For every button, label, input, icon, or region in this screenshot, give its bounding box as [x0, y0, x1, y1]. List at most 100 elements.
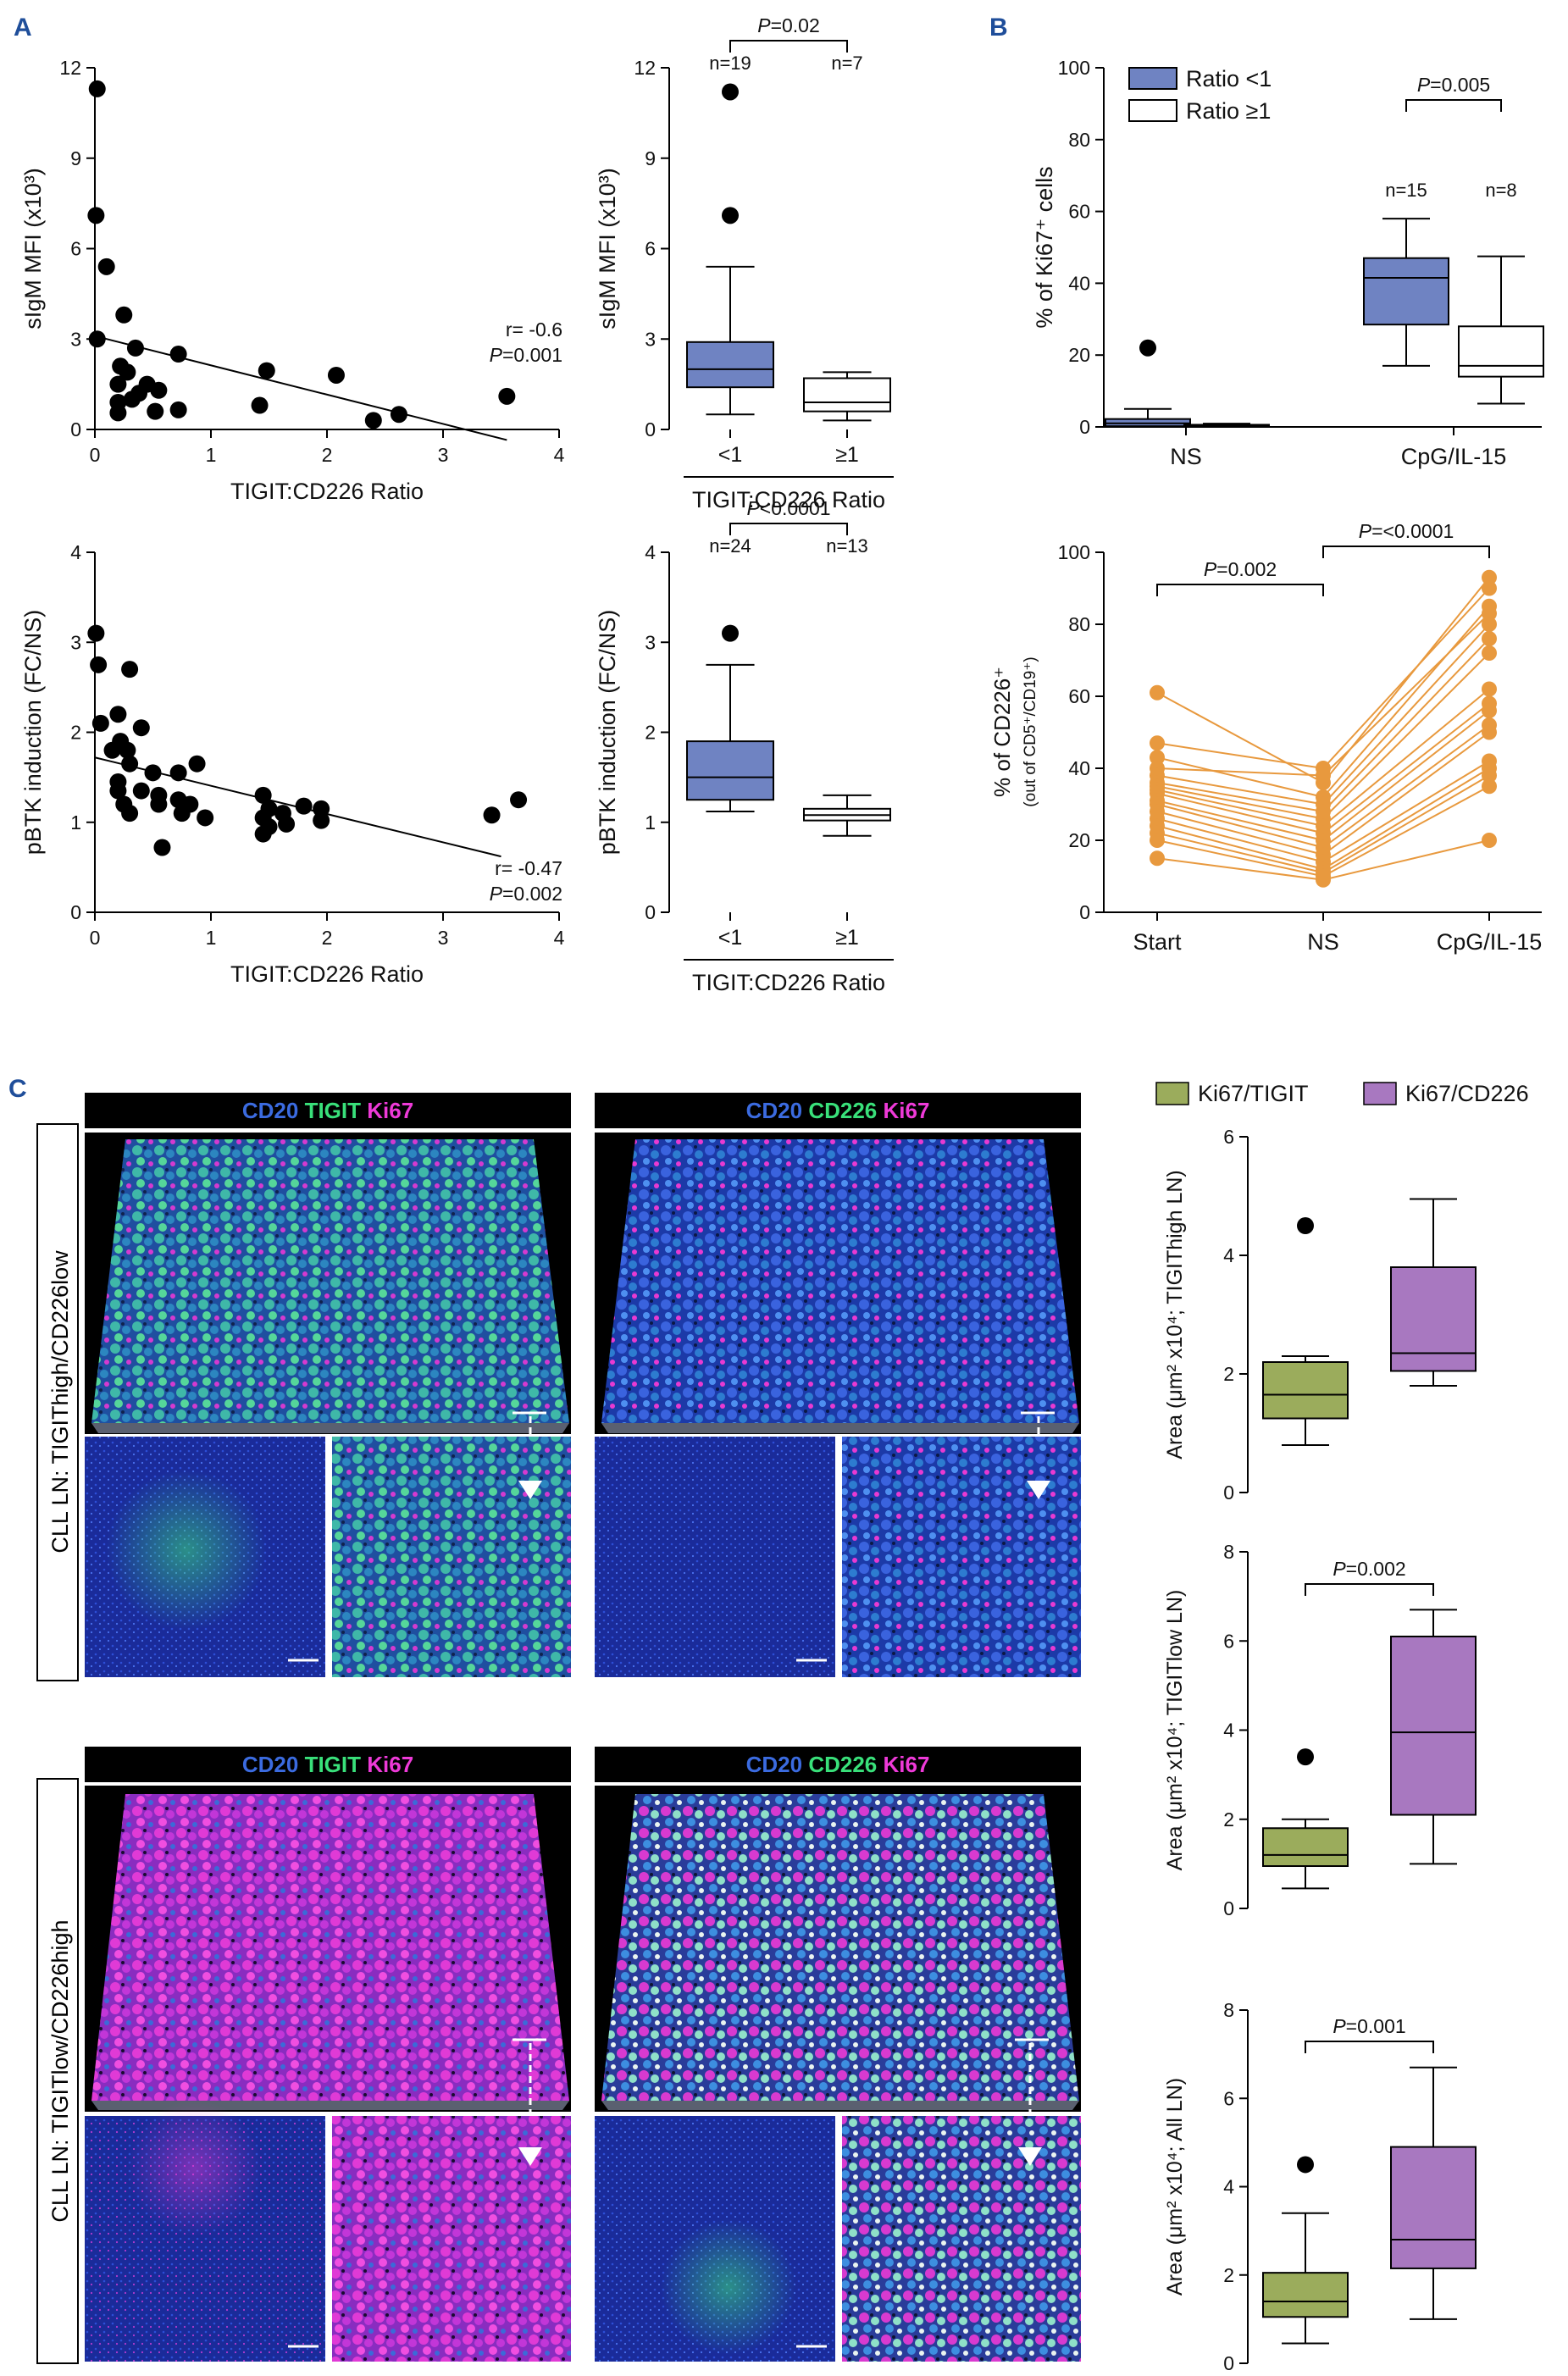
- channel-ki67-label: Ki67: [367, 1752, 413, 1777]
- box-iqr: [1262, 1361, 1349, 1420]
- y-tick-label: 80: [1068, 129, 1090, 151]
- data-point: [390, 406, 407, 424]
- paired-point: [1150, 735, 1165, 751]
- x-tick-label: NS: [1307, 929, 1339, 955]
- y-tick-label: 0: [70, 901, 81, 923]
- data-point: [87, 207, 105, 224]
- y-tick-label: 6: [1223, 1126, 1234, 1148]
- box-iqr: [1390, 1266, 1477, 1372]
- outlier-point: [722, 207, 739, 224]
- panel-label-b: B: [989, 14, 1008, 42]
- channel-cd226-label: CD226: [808, 1752, 877, 1777]
- data-point: [90, 656, 108, 673]
- data-point: [313, 800, 330, 817]
- y-tick-label: 0: [645, 418, 656, 440]
- micrograph-3d-cd226-low-slab: [601, 1139, 1079, 1423]
- zoom-arrow-head: [518, 1481, 542, 1499]
- legend-swatch-ki67-cd226: [1363, 1082, 1397, 1105]
- significance-bracket: [1405, 99, 1502, 112]
- data-point: [87, 624, 105, 642]
- data-point: [278, 815, 296, 833]
- panel-label-c: C: [8, 1075, 27, 1103]
- y-tick-label: 0: [1223, 1897, 1234, 1919]
- paired-point: [1482, 703, 1497, 718]
- y-axis-label: pBTK induction (FC/NS): [20, 610, 46, 856]
- y-tick-label: 0: [1223, 1482, 1234, 1504]
- data-point: [169, 401, 187, 418]
- data-point: [254, 825, 272, 843]
- x-tick-label: <1: [718, 443, 743, 467]
- overview-hotspot: [106, 1470, 267, 1631]
- y-tick-label: 4: [645, 541, 656, 563]
- legend-swatch-ki67-tigit: [1155, 1082, 1189, 1105]
- paired-point: [1482, 681, 1497, 697]
- row-label-2: CLL LN: TIGITlow/CD226high: [47, 1919, 73, 2222]
- legend-label-ki67-cd226: Ki67/CD226: [1405, 1081, 1529, 1106]
- paired-point: [1316, 872, 1331, 888]
- y-axis-label: (out of CD5⁺/CD19⁺): [1022, 656, 1039, 806]
- data-point: [254, 786, 272, 804]
- x-tick-label: 1: [206, 444, 217, 466]
- outlier-point: [1139, 339, 1156, 357]
- data-point: [88, 80, 106, 97]
- channel-ki67-label: Ki67: [883, 1098, 929, 1123]
- channel-header-3: [85, 1747, 571, 1782]
- y-tick-label: 2: [1223, 1808, 1234, 1830]
- correlation-p: P=0.001: [490, 344, 562, 366]
- box-iqr: [1262, 2272, 1349, 2318]
- outlier-point: [722, 624, 739, 642]
- box-area-tigit-high: 0 2 4 6 Area (μm² x10⁴; TIGIThigh LN): [1163, 1126, 1477, 1504]
- n-label: n=24: [709, 535, 751, 557]
- channel-cd20-label: CD20: [242, 1098, 298, 1123]
- y-tick-label: 1: [645, 811, 656, 834]
- channel-cd20-label: CD20: [242, 1752, 298, 1777]
- y-tick-label: 8: [1223, 1999, 1234, 2021]
- paired-point: [1150, 750, 1165, 766]
- y-tick-label: 12: [59, 57, 81, 79]
- outlier-point: [1297, 1748, 1314, 1766]
- y-tick-label: 4: [70, 541, 81, 563]
- x-tick-label: CpG/IL-15: [1401, 444, 1507, 469]
- regression-line: [94, 335, 507, 441]
- y-tick-label: 0: [1079, 416, 1090, 438]
- x-tick-label: 3: [438, 444, 449, 466]
- data-point: [150, 381, 168, 399]
- overview-hotspot: [661, 2219, 796, 2355]
- y-tick-label: 9: [70, 147, 81, 169]
- y-tick-label: 100: [1058, 57, 1090, 79]
- n-label: n=7: [831, 53, 862, 74]
- y-axis-label: % of CD226⁺: [989, 667, 1015, 797]
- micrograph-3d-cd226-high-base: [601, 2101, 1079, 2110]
- micrograph-3d-cd226-high-slab: [601, 1794, 1079, 2101]
- y-tick-label: 100: [1058, 541, 1090, 563]
- channel-tigit-label: TIGIT: [305, 1752, 362, 1777]
- y-tick-label: 3: [645, 328, 656, 350]
- x-tick-label: 0: [90, 444, 101, 466]
- box-iqr: [1390, 2146, 1477, 2269]
- p-value-label: P=0.001: [1333, 2015, 1405, 2037]
- box-area-tigit-low: 0 2 4 6 8 P=0.002 Area (μm² x10⁴; TIGITlow LN): [1163, 1541, 1477, 1919]
- micrograph-3d-tigit-low-slab: [91, 1794, 569, 2101]
- y-axis-label: Area (μm² x10⁴; TIGITlow LN): [1163, 1590, 1187, 1871]
- y-tick-label: 60: [1068, 201, 1090, 223]
- y-tick-label: 40: [1068, 757, 1090, 779]
- y-tick-label: 60: [1068, 685, 1090, 707]
- x-tick-label: 4: [554, 927, 565, 949]
- y-tick-label: 80: [1068, 613, 1090, 635]
- y-axis-label: Area (μm² x10⁴; TIGIThigh LN): [1163, 1170, 1187, 1459]
- box-iqr: [1262, 1827, 1349, 1868]
- paired-point: [1482, 645, 1497, 661]
- outlier-point: [722, 83, 739, 101]
- data-point: [188, 755, 206, 773]
- zoom-arrow-head: [1027, 1481, 1050, 1499]
- data-point: [91, 714, 109, 732]
- significance-bracket: [1322, 546, 1490, 558]
- data-point: [173, 805, 191, 822]
- p-value-label: P=<0.0001: [1359, 520, 1454, 542]
- data-point: [121, 805, 139, 822]
- y-tick-label: 6: [70, 238, 81, 260]
- data-point: [258, 362, 275, 379]
- data-point: [147, 402, 164, 420]
